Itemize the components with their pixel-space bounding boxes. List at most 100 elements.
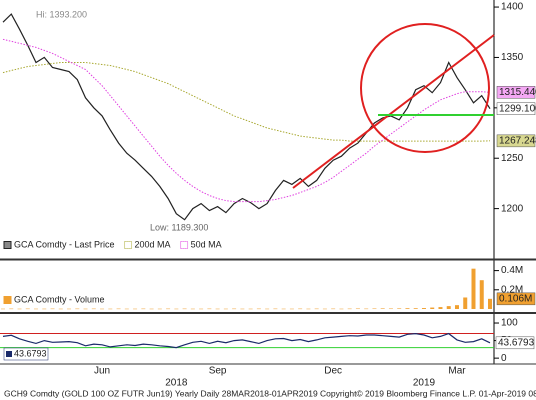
- bar: [133, 308, 138, 310]
- bar: [397, 308, 402, 309]
- bar: [199, 308, 204, 310]
- legend-label: 200d MA: [135, 239, 171, 249]
- bar: [364, 308, 369, 310]
- y-tick-label: 0: [501, 353, 507, 364]
- trend-line: [292, 34, 495, 189]
- bar: [438, 307, 443, 309]
- last-value-label: 1267.248: [499, 135, 536, 146]
- bar: [314, 308, 319, 310]
- bar: [232, 308, 237, 310]
- bar: [215, 308, 220, 310]
- bar: [454, 305, 459, 309]
- low-annotation: Low: 1189.300: [150, 222, 208, 232]
- legend-swatch: [3, 241, 12, 249]
- bar: [25, 308, 30, 310]
- last-value-label: 43.6793: [498, 337, 535, 348]
- bar: [240, 308, 245, 310]
- legend-swatch: [124, 241, 133, 249]
- legend-box: [3, 347, 49, 361]
- bar: [413, 308, 418, 309]
- last-value-box: [495, 336, 535, 350]
- x-year-label: 2019: [413, 378, 436, 389]
- bar: [58, 308, 63, 310]
- footer: GCH9 Comdty (GOLD 100 OZ FUTR Jun19) Yea…: [4, 388, 536, 398]
- bar: [42, 308, 47, 310]
- bar: [281, 308, 286, 310]
- bar: [34, 308, 39, 310]
- last-value-label: 1315.440: [499, 87, 536, 98]
- bar: [248, 308, 253, 310]
- bar: [347, 308, 352, 310]
- line-series: [2, 332, 491, 349]
- line-series: [2, 13, 491, 221]
- bar: [157, 308, 162, 310]
- bar: [273, 308, 278, 310]
- bar: [421, 308, 426, 309]
- bar: [50, 308, 55, 310]
- bar: [488, 298, 492, 309]
- bar: [380, 308, 385, 309]
- legend-swatch: [6, 351, 12, 357]
- bar: [75, 308, 80, 310]
- last-value-box: [496, 102, 536, 115]
- last-value-label: 0.106M: [499, 293, 532, 304]
- bar: [298, 308, 303, 310]
- bar: [372, 308, 377, 310]
- last-value-box: [496, 134, 536, 148]
- highlight-circle: [360, 23, 490, 153]
- y-tick-label: 1250: [501, 153, 524, 164]
- last-value-box: [496, 292, 536, 306]
- line-series: [2, 38, 491, 203]
- bar: [446, 306, 451, 309]
- legend-label: 50d MA: [191, 239, 222, 249]
- hi-annotation: Hi: 1393.200: [36, 9, 87, 19]
- bar: [100, 308, 105, 310]
- bar: [124, 308, 129, 310]
- last-value-box: [496, 86, 536, 99]
- bar: [463, 297, 468, 309]
- bar: [207, 308, 212, 310]
- bar: [116, 308, 121, 310]
- x-year-label: 2018: [165, 378, 188, 389]
- legend-swatch: [180, 241, 189, 249]
- bar: [108, 308, 113, 310]
- bar: [17, 308, 22, 310]
- bar: [322, 308, 327, 310]
- bar: [471, 268, 476, 309]
- bar: [430, 307, 435, 309]
- bar: [166, 308, 171, 310]
- line-series: [2, 62, 491, 142]
- bar: [223, 308, 228, 310]
- y-tick-label: 100: [501, 318, 518, 329]
- bar: [174, 308, 179, 310]
- bar: [9, 308, 14, 310]
- bar: [388, 308, 393, 310]
- y-tick-label: 0.2M: [501, 284, 523, 295]
- bar: [479, 280, 484, 309]
- bar: [1, 308, 5, 310]
- legend-label: GCA Comdty - Last Price: [14, 239, 115, 249]
- bar: [339, 308, 344, 310]
- legend-swatch: [3, 296, 12, 304]
- x-tick-label: Dec: [324, 366, 342, 377]
- x-tick-label: Jun: [94, 366, 110, 377]
- bar: [355, 308, 360, 310]
- y-tick-label: 1400: [501, 2, 524, 13]
- bar: [265, 308, 270, 310]
- last-value-label: 1299.100: [499, 103, 536, 114]
- bar: [331, 308, 336, 310]
- bar: [256, 308, 261, 310]
- legend-label: 43.6793: [14, 348, 47, 358]
- y-tick-label: 1200: [501, 203, 524, 214]
- y-tick-label: 1350: [501, 52, 524, 63]
- legend-label: GCA Comdty - Volume: [14, 294, 105, 304]
- bar: [149, 308, 154, 310]
- bar: [306, 308, 311, 310]
- bar: [67, 308, 72, 310]
- y-tick-label: 0.4M: [501, 265, 523, 276]
- bar: [405, 308, 410, 309]
- x-tick-label: Sep: [209, 366, 227, 377]
- bar: [182, 308, 187, 310]
- bar: [190, 308, 195, 310]
